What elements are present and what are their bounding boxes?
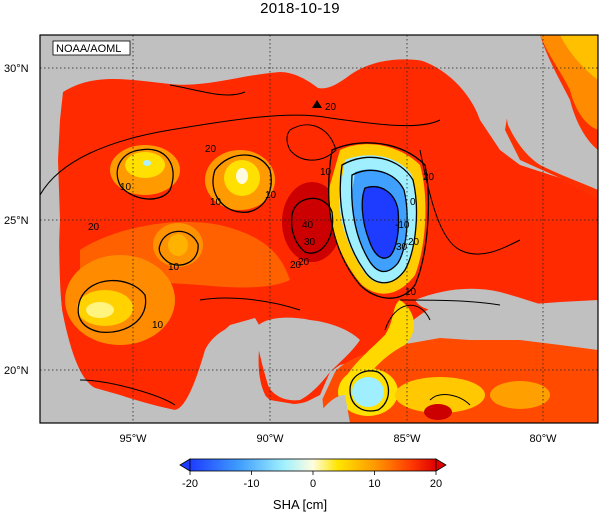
cyan-dot-nw [143, 160, 151, 166]
contour-label: 10 [120, 182, 132, 193]
caribbean-red-spot [424, 404, 452, 420]
lon-axis: 95°W 90°W 85°W 80°W [119, 433, 557, 445]
colorbar-max-arrow [435, 458, 447, 472]
colorbar-ramp [189, 458, 437, 472]
graticule [40, 35, 598, 423]
lat-label: 25°N [4, 215, 29, 227]
colorbar-tick-label: 10 [368, 478, 380, 490]
station-triangle-marker [312, 100, 322, 108]
contour-label: 20 [88, 222, 100, 233]
contour-label: 10 [405, 287, 417, 298]
contour-label: 20 [205, 144, 217, 155]
contour-label: 10 [210, 197, 222, 208]
colorbar-min-arrow [179, 458, 191, 472]
contour-label: -10 [395, 220, 410, 231]
colorbar-ticks [189, 471, 437, 475]
land-yucatan [255, 317, 360, 401]
land-cuba [415, 288, 598, 330]
contour-label: 10 [168, 262, 180, 273]
yellow-eddy-west-core [86, 302, 114, 318]
contour-label-group: 20 10 10 20 10 20 10 40 30 20 10 0 -10 2… [88, 102, 435, 331]
land-florida [505, 35, 598, 190]
colorbar-tick-label: -10 [244, 478, 260, 490]
lon-label: 85°W [393, 433, 421, 445]
contour-label: 20 [325, 102, 337, 113]
lat-label: 30°N [4, 63, 29, 75]
contour-label: 20 [290, 260, 302, 271]
contour-label: 0 [410, 197, 416, 208]
caribbean-cold-eddy [352, 377, 384, 407]
contour-label: 20 [423, 172, 435, 183]
colorbar-tick-label: 20 [430, 478, 442, 490]
land-central-america [320, 395, 350, 423]
contour-label: 20 [408, 237, 420, 248]
lat-label: 20°N [4, 365, 29, 377]
contour-label: 40 [302, 220, 314, 231]
map-plot-area: 20 10 10 20 10 20 10 40 30 20 10 0 -10 2… [40, 35, 598, 423]
contour-label: 30 [304, 237, 316, 248]
colorbar-tick-label: -20 [182, 478, 198, 490]
contour-label: 10 [320, 167, 332, 178]
contour-label: 10 [265, 190, 277, 201]
land-north-us [40, 35, 598, 160]
contour-lines [40, 84, 521, 412]
lon-label: 80°W [529, 433, 557, 445]
cold-eddy-core [362, 186, 399, 259]
map-frame [39, 34, 599, 424]
colorbar-tick-labels: -20 -10 0 10 20 [182, 478, 442, 490]
land-mexico [40, 149, 325, 423]
colorbar-tick-label: 0 [310, 478, 316, 490]
contour-label: 10 [152, 320, 164, 331]
credit-box [52, 40, 131, 56]
atlantic-yellow [560, 35, 598, 80]
lon-label: 90°W [256, 433, 284, 445]
contour-label: 30 [396, 242, 408, 253]
lon-label: 95°W [119, 433, 147, 445]
colorbar: -20 -10 0 10 20 [179, 458, 447, 490]
white-core-north [236, 168, 248, 184]
map-title: 2018-10-19 [260, 0, 340, 17]
caribbean-orange-east [490, 381, 550, 409]
contour-label: 20 [298, 257, 310, 268]
colorbar-label: SHA [cm] [272, 497, 328, 512]
lat-axis: 30°N 25°N 20°N [4, 63, 29, 377]
orange-band-shelf [80, 221, 290, 288]
yucatan-yellow [340, 300, 415, 390]
credit-text: NOAA/AOML [56, 43, 121, 55]
